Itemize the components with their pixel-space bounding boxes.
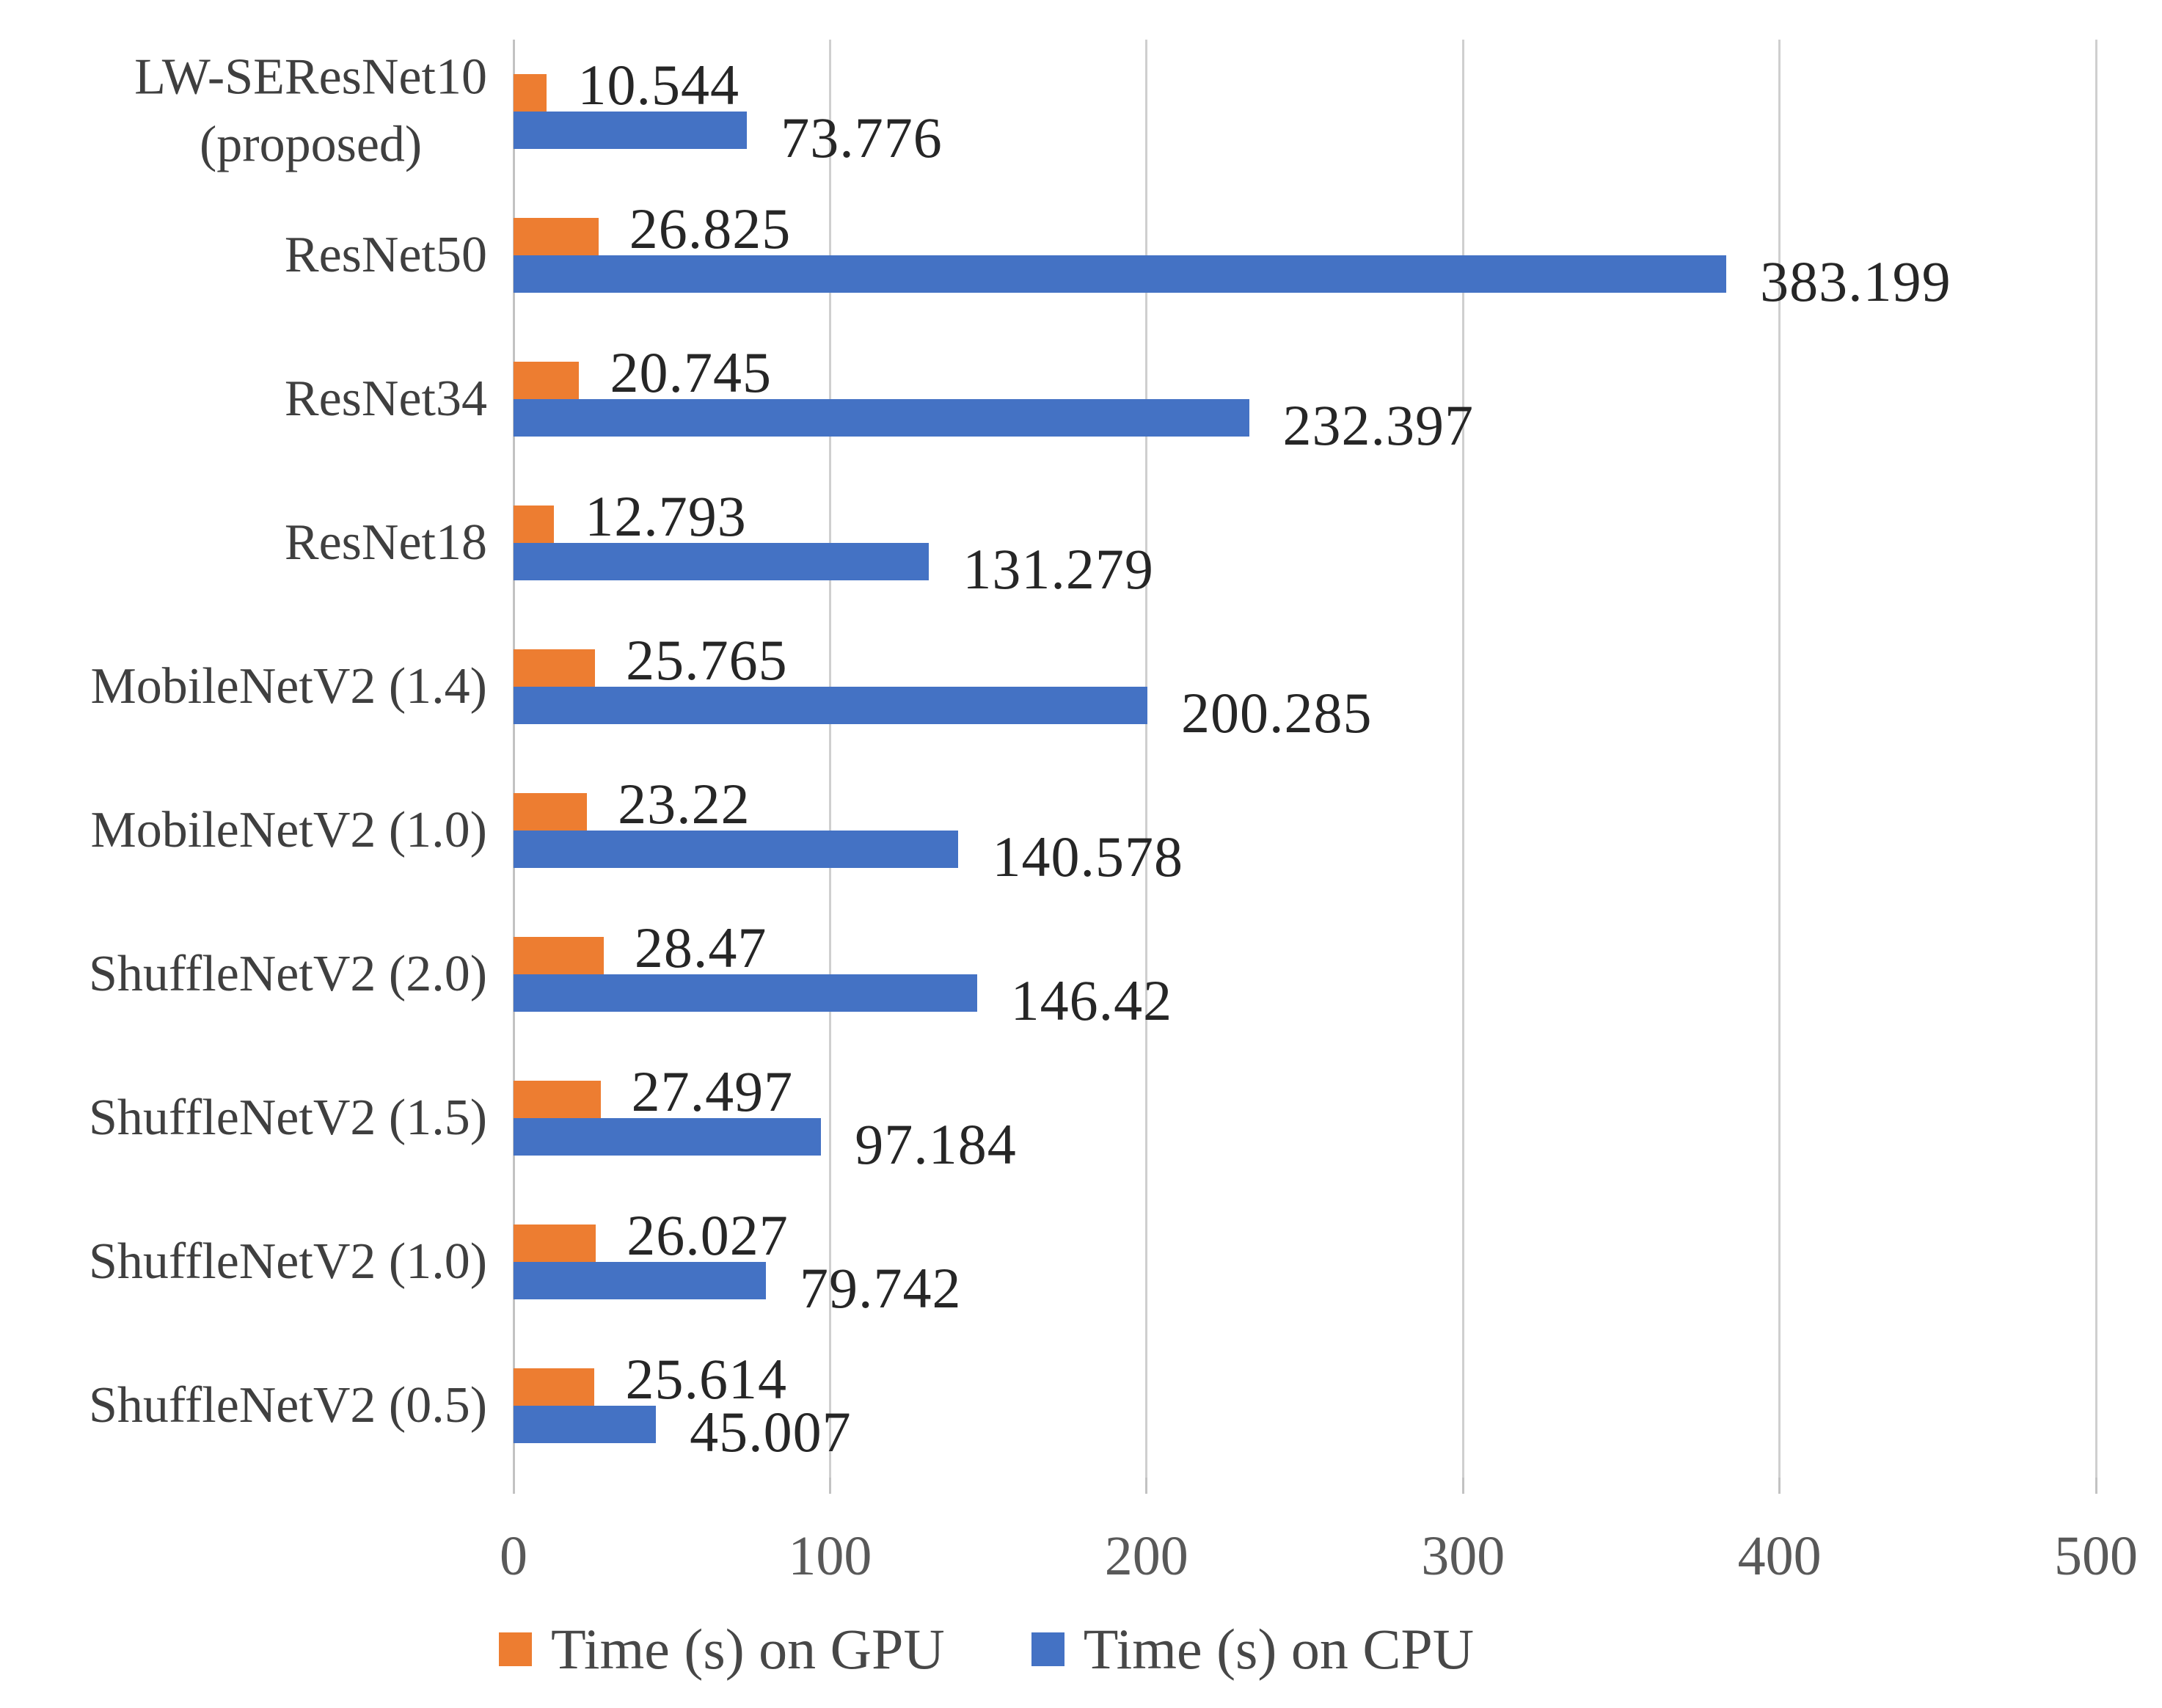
cpu-bar (514, 1262, 766, 1299)
cpu-value-label: 45.007 (690, 1400, 852, 1464)
gpu-bar (514, 937, 604, 974)
x-axis-tick-label: 100 (788, 1525, 872, 1587)
cpu-bar (514, 112, 748, 149)
cpu-bar (514, 831, 959, 868)
x-axis-tick (1778, 1478, 1781, 1494)
category-label-text: MobileNetV2 (1.0) (90, 801, 487, 858)
gpu-bar (514, 1368, 595, 1406)
legend-item: Time (s) on GPU (499, 1616, 945, 1682)
cpu-bar (514, 399, 1249, 437)
legend-item: Time (s) on CPU (1031, 1616, 1474, 1682)
legend-label: Time (s) on GPU (551, 1617, 945, 1681)
cpu-bar (514, 543, 930, 580)
category-label: ResNet50 (18, 222, 487, 289)
y-axis-line (512, 40, 515, 1478)
cpu-value-label: 200.285 (1181, 681, 1373, 745)
cpu-bar (514, 1406, 657, 1443)
category-label: MobileNetV2 (1.4) (18, 653, 487, 720)
gpu-bar (514, 1081, 601, 1118)
category-label-text: MobileNetV2 (1.4) (90, 657, 487, 715)
x-axis-tick-label: 300 (1421, 1525, 1505, 1587)
cpu-bar (514, 1118, 822, 1156)
gpu-value-label: 27.497 (631, 1059, 794, 1123)
category-label: MobileNetV2 (1.0) (18, 797, 487, 864)
cpu-value-label: 232.397 (1282, 393, 1475, 457)
category-label-text: ShuffleNetV2 (1.0) (88, 1233, 487, 1290)
cpu-value-label: 97.184 (855, 1112, 1017, 1176)
category-label-text: ResNet18 (284, 514, 487, 571)
category-label: ShuffleNetV2 (2.0) (18, 941, 487, 1008)
legend: Time (s) on GPU Time (s) on CPU (499, 1613, 1474, 1686)
x-axis-tick (2095, 1478, 2097, 1494)
gridline (1461, 40, 1464, 1478)
x-axis-tick-label: 500 (2054, 1525, 2138, 1587)
gpu-value-label: 25.614 (625, 1347, 787, 1411)
gridline (1145, 40, 1148, 1478)
legend-swatch-icon (499, 1632, 532, 1666)
x-axis-tick-label: 0 (500, 1525, 527, 1587)
gpu-bar (514, 1225, 596, 1262)
gpu-value-label: 12.793 (585, 484, 747, 548)
gpu-bar (514, 506, 555, 543)
gpu-bar (514, 74, 547, 112)
cpu-value-label: 146.42 (1010, 968, 1173, 1032)
cpu-value-label: 383.199 (1760, 249, 1951, 313)
category-label-text: ShuffleNetV2 (2.0) (88, 945, 487, 1002)
gpu-value-label: 10.544 (577, 53, 739, 117)
cpu-bar (514, 687, 1148, 724)
legend-label: Time (s) on CPU (1083, 1617, 1475, 1681)
gpu-bar (514, 218, 599, 255)
category-label-text: ResNet34 (284, 370, 487, 427)
x-axis-tick-label: 400 (1737, 1525, 1822, 1587)
category-label: ShuffleNetV2 (1.5) (18, 1084, 487, 1152)
category-label-text: ShuffleNetV2 (1.5) (88, 1089, 487, 1146)
gpu-bar (514, 362, 580, 399)
gpu-value-label: 26.027 (627, 1203, 789, 1267)
cpu-value-label: 140.578 (992, 825, 1183, 888)
x-axis-tick (1461, 1478, 1464, 1494)
gridline (828, 40, 831, 1478)
x-axis-tick-label: 200 (1104, 1525, 1188, 1587)
category-label-text: ResNet50 (284, 226, 487, 283)
x-axis-tick (1145, 1478, 1148, 1494)
cpu-value-label: 131.279 (963, 537, 1154, 601)
category-label: LW-SEResNet10 (proposed) (18, 44, 487, 180)
gpu-value-label: 25.765 (626, 628, 788, 692)
gpu-bar (514, 793, 588, 831)
cpu-value-label: 73.776 (781, 106, 943, 169)
gridline (2095, 40, 2097, 1478)
cpu-bar (514, 255, 1727, 293)
category-label: ResNet18 (18, 509, 487, 577)
gpu-value-label: 28.47 (634, 916, 767, 979)
category-label: ShuffleNetV2 (1.0) (18, 1228, 487, 1296)
x-axis-tick (828, 1478, 831, 1494)
category-label-text: LW-SEResNet10 (proposed) (134, 48, 487, 173)
gpu-value-label: 26.825 (629, 197, 792, 260)
category-label: ResNet34 (18, 365, 487, 433)
category-label-text: ShuffleNetV2 (0.5) (88, 1376, 487, 1434)
gpu-value-label: 20.745 (610, 340, 772, 404)
gridline (1778, 40, 1781, 1478)
gpu-value-label: 23.22 (618, 772, 751, 836)
x-axis-tick (512, 1478, 515, 1494)
cpu-value-label: 79.742 (800, 1256, 962, 1320)
legend-swatch-icon (1031, 1632, 1064, 1666)
cpu-bar (514, 974, 977, 1012)
category-label: ShuffleNetV2 (0.5) (18, 1372, 487, 1439)
gpu-bar (514, 649, 596, 687)
